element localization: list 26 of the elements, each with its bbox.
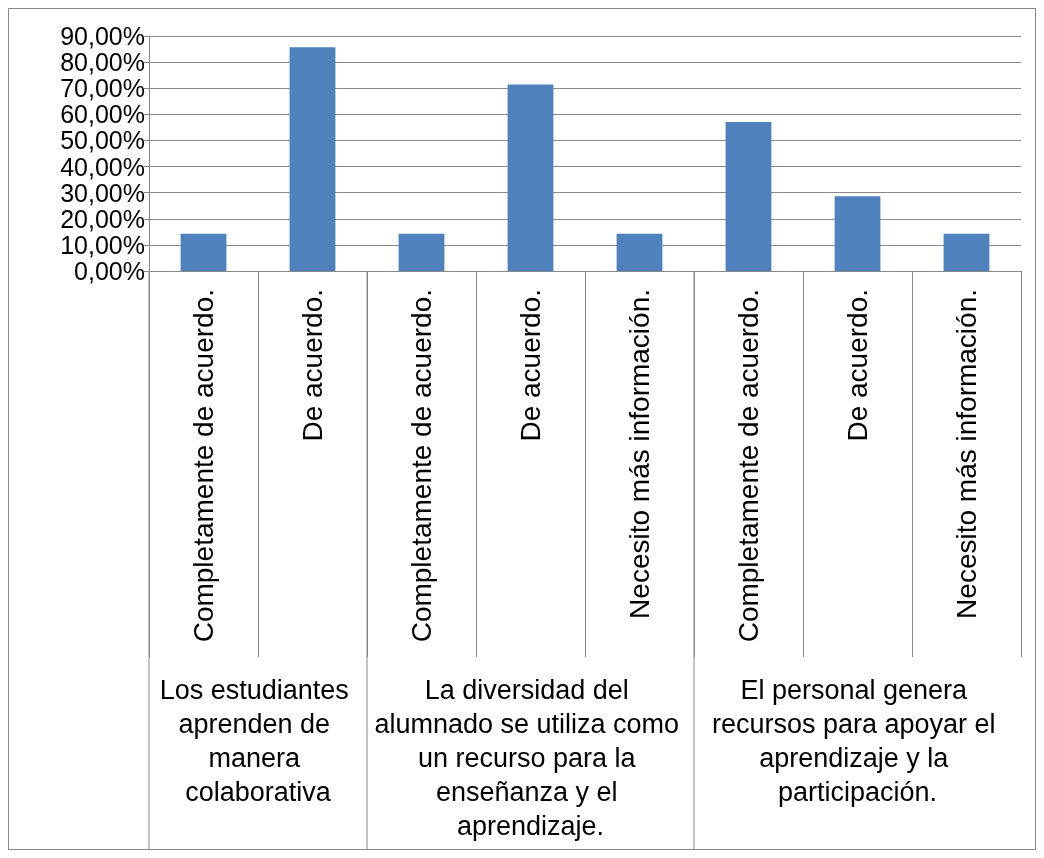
x-tick-label: De acuerdo.	[842, 289, 873, 442]
bar	[507, 84, 554, 271]
x-tick-label: De acuerdo.	[297, 289, 328, 442]
bar	[834, 196, 881, 271]
x-tick-label: De acuerdo.	[515, 289, 546, 442]
y-tick-label: 80,00%	[60, 48, 145, 77]
y-tick-label: 60,00%	[60, 100, 145, 129]
y-tick-label: 0,00%	[74, 257, 145, 285]
bar	[943, 233, 990, 271]
bar	[616, 233, 663, 271]
x-tick-label: Necesito más información.	[951, 289, 982, 619]
x-tick-label: Necesito más información.	[624, 289, 655, 619]
y-tick-label: 70,00%	[60, 74, 145, 103]
x-tick-label: Completamente de acuerdo.	[188, 289, 219, 643]
y-tick-label: 50,00%	[60, 126, 145, 155]
text: El personal genera recursos para apoyar el aprendizaje y la participación.	[711, 675, 1004, 807]
bar	[398, 233, 445, 271]
bar	[180, 233, 227, 271]
text: Los estudiantes aprenden de manera colaborativa	[159, 675, 357, 807]
x-tick-label: Completamente de acuerdo.	[733, 289, 764, 643]
bar	[725, 121, 772, 271]
x-tick-label: Completamente de acuerdo.	[406, 289, 437, 643]
y-tick-label: 40,00%	[60, 152, 145, 181]
bar	[289, 47, 336, 271]
text: La diversidad del alumnado se utiliza como un recurso para la enseñanza y el aprendizaje.	[374, 675, 687, 841]
y-tick-label: 90,00%	[60, 22, 145, 50]
